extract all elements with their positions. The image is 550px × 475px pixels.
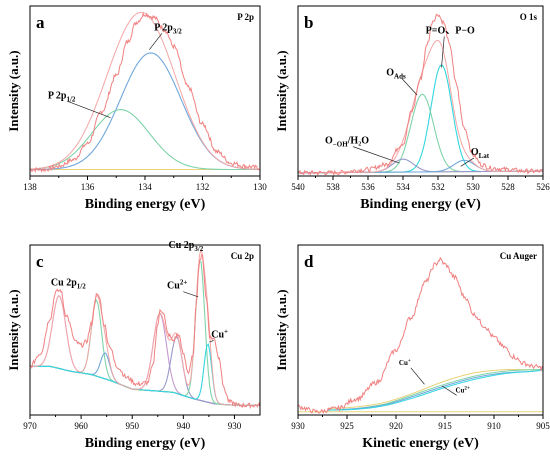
x-tick-label: 920 [389, 421, 403, 431]
x-tick-label: 130 [253, 182, 267, 192]
annotation-leader [441, 36, 445, 68]
component-peak-4 [30, 335, 260, 406]
x-tick-label: 925 [340, 421, 354, 431]
peak-annotation: O−OH/H₂O [325, 136, 369, 149]
envelope-line-1 [327, 369, 543, 411]
x-tick-label: 910 [487, 421, 501, 431]
x-tick-label: 930 [291, 421, 305, 431]
annotation-leader [352, 146, 400, 164]
panel-a: 138 136 134 132 130 Binding energy (eV) Intens… [6, 5, 267, 212]
background-line [30, 365, 260, 406]
annotation-leader [67, 100, 111, 119]
annotation-leader [401, 78, 418, 96]
annotation-leader [183, 291, 199, 298]
plot-frame [297, 244, 544, 416]
plot-area-b [298, 13, 543, 176]
panel-letter: a [36, 13, 45, 32]
peak-annotation: OLat [471, 147, 490, 160]
raw-spectrum [30, 253, 260, 410]
x-tick-label: 136 [81, 182, 95, 192]
y-axis-label: Intensity (a.u.) [274, 289, 289, 370]
annotation-leader [209, 339, 214, 343]
annotation-leader [149, 33, 163, 50]
x-axis-label: Binding energy (eV) [85, 436, 206, 451]
y-axis-label: Intensity (a.u.) [274, 50, 289, 131]
fit-envelope [30, 248, 260, 406]
panel-corner-label: P 2p [237, 12, 254, 22]
envelope-line-3 [327, 369, 543, 411]
panel-corner-label: O 1s [520, 12, 538, 22]
plot-frame [297, 5, 544, 177]
plot-frame [29, 244, 261, 416]
envelope-line-2 [327, 369, 543, 411]
annotation-leader [460, 157, 475, 167]
plot-area-c [30, 248, 260, 410]
x-axis-label: Binding energy (eV) [360, 197, 481, 212]
panel-letter: d [304, 252, 314, 271]
peak-annotation: Cu+ [211, 327, 228, 340]
fit-envelope [30, 11, 260, 170]
peak-annotation: Cu 2p1/2 [51, 277, 86, 290]
component-peak-2 [30, 352, 260, 406]
raw-spectrum [30, 11, 260, 173]
annotation-leader [441, 385, 457, 396]
component-peak-0 [30, 52, 260, 171]
component-peak-1 [30, 109, 260, 171]
component-peak-0 [298, 64, 543, 174]
peak-annotation: Cu2+ [455, 386, 469, 394]
x-tick-label: 132 [196, 182, 210, 192]
x-axis-label: Kinetic energy (eV) [362, 436, 479, 451]
x-tick-label: 970 [23, 421, 37, 431]
panel-letter: c [36, 252, 44, 271]
peak-annotation: Cu+ [399, 359, 411, 367]
raw-spectrum [298, 256, 543, 415]
y-axis-label: Intensity (a.u.) [6, 289, 21, 370]
x-tick-label: 915 [438, 421, 452, 431]
x-tick-label: 134 [138, 182, 152, 192]
x-tick-label: 905 [536, 421, 550, 431]
x-tick-label: 538 [326, 182, 340, 192]
x-tick-label: 950 [125, 421, 139, 431]
peak-annotation: Cu 2p3/2 [168, 240, 203, 253]
panel-corner-label: Cu Auger [500, 251, 537, 261]
panel-b: 540 538 536 534 532 530 528 526 Binding energy (… [274, 5, 550, 212]
x-tick-label: 532 [431, 182, 445, 192]
plot-area-d [298, 256, 543, 415]
panel-d: 930 925 920 915 910 905 Kinetic energy (eV) Int… [274, 244, 550, 451]
x-tick-label: 528 [501, 182, 515, 192]
plot-area-a [30, 11, 260, 173]
peak-annotation: P=O、P−O [426, 26, 475, 37]
peak-annotation: Cu2+ [167, 279, 187, 292]
x-tick-label: 534 [396, 182, 410, 192]
x-tick-label: 138 [23, 182, 37, 192]
peak-annotation: P 2p3/2 [154, 22, 182, 35]
annotation-leader [410, 367, 425, 385]
x-axis-label: Binding energy (eV) [85, 197, 206, 212]
fit-envelope [298, 39, 543, 174]
component-peak-6 [30, 343, 260, 406]
x-tick-label: 940 [177, 421, 191, 431]
raw-spectrum [298, 13, 543, 176]
x-tick-label: 930 [228, 421, 242, 431]
component-peak-1 [298, 93, 543, 174]
panel-letter: b [304, 13, 313, 32]
peak-annotation: OAds [386, 68, 406, 81]
peak-annotation: P 2p1/2 [48, 90, 76, 103]
y-axis-label: Intensity (a.u.) [6, 50, 21, 131]
x-tick-label: 530 [466, 182, 480, 192]
x-tick-label: 960 [74, 421, 88, 431]
x-tick-label: 536 [361, 182, 375, 192]
x-tick-label: 526 [536, 182, 550, 192]
x-tick-label: 540 [291, 182, 305, 192]
panel-corner-label: Cu 2p [231, 251, 254, 261]
panel-c: 970 960 950 940 930 Binding energy (eV) Intens… [6, 240, 261, 451]
